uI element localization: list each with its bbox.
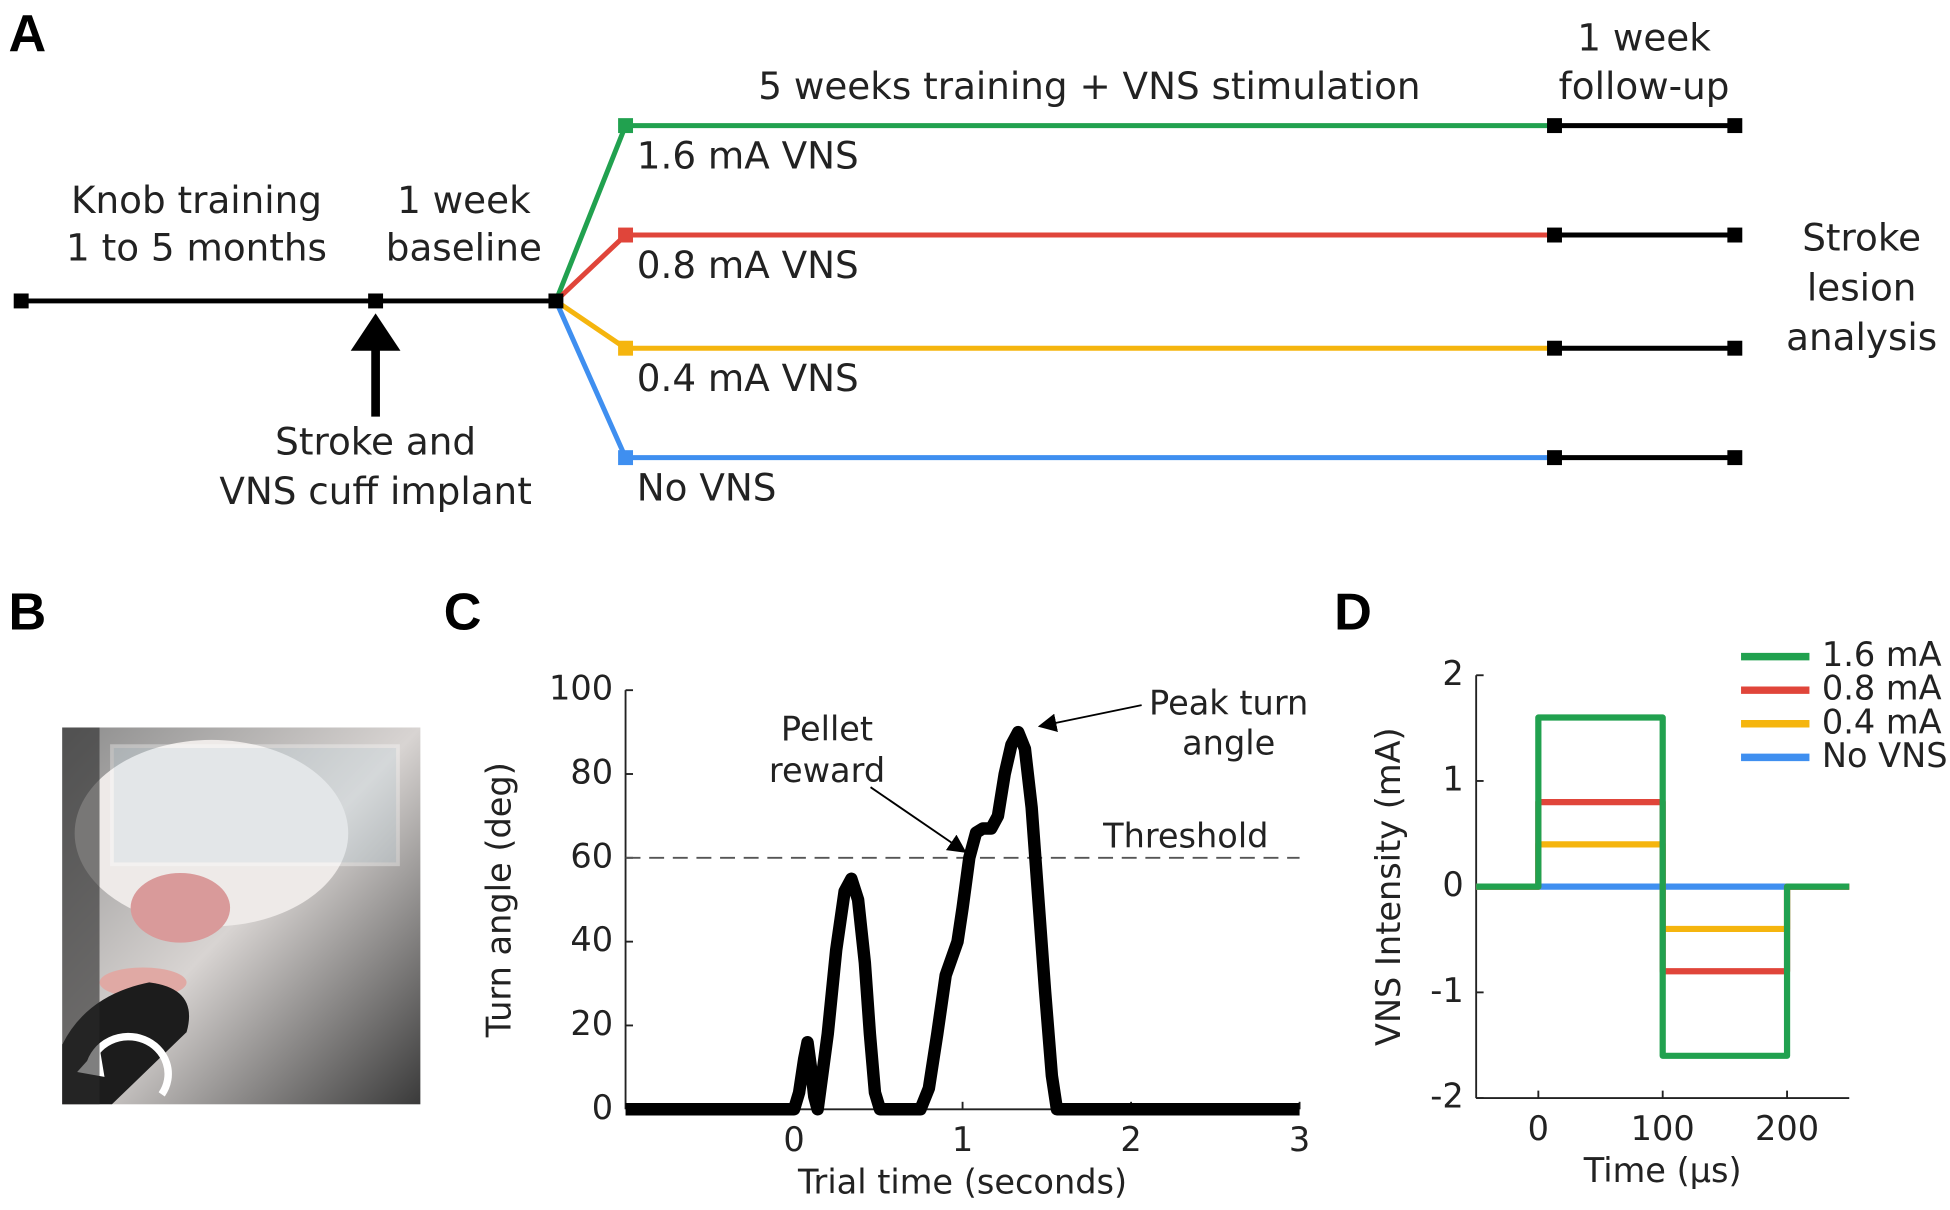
y-tick-label: 60 bbox=[570, 836, 613, 875]
stage-label: VNS cuff implant bbox=[219, 469, 532, 513]
node bbox=[1727, 227, 1743, 243]
stage-label: Knob training bbox=[71, 178, 322, 222]
x-tick-label: 2 bbox=[1120, 1120, 1141, 1159]
stage-label: 1 week bbox=[1577, 15, 1711, 59]
x-axis-label: Trial time (seconds) bbox=[797, 1162, 1127, 1201]
annotation-arrow bbox=[1037, 704, 1142, 732]
stage-label: lesion bbox=[1807, 265, 1917, 309]
group-label: 0.4 mA VNS bbox=[637, 356, 859, 400]
x-tick-label: 0 bbox=[783, 1120, 804, 1159]
y-tick-label: -1 bbox=[1430, 971, 1463, 1010]
x-tick-label: 100 bbox=[1631, 1109, 1695, 1148]
node bbox=[1547, 227, 1562, 243]
node bbox=[618, 450, 634, 466]
y-tick-label: -2 bbox=[1430, 1077, 1463, 1116]
y-tick-label: 2 bbox=[1442, 654, 1463, 693]
branch bbox=[554, 298, 1555, 351]
x-tick-label: 3 bbox=[1289, 1120, 1310, 1159]
annotation-arrow bbox=[870, 786, 967, 853]
group-label: 1.6 mA VNS bbox=[637, 133, 859, 177]
data-line bbox=[625, 725, 1300, 1116]
y-tick-label: 20 bbox=[570, 1004, 613, 1043]
x-tick-label: 1 bbox=[952, 1120, 973, 1159]
x-tick-label: 200 bbox=[1755, 1109, 1819, 1148]
panel-label: C bbox=[444, 583, 482, 641]
node bbox=[1547, 340, 1562, 356]
node bbox=[548, 293, 564, 309]
panel-label: B bbox=[9, 583, 47, 641]
annotation: Peak turn bbox=[1149, 684, 1308, 723]
data-line bbox=[1476, 714, 1850, 1059]
photo bbox=[62, 727, 421, 1105]
annotation: Pellet bbox=[781, 710, 873, 749]
y-tick-label: 80 bbox=[570, 753, 613, 792]
y-tick-label: 1 bbox=[1442, 759, 1463, 798]
legend-label: 0.8 mA bbox=[1822, 669, 1942, 708]
y-tick-label: 0 bbox=[1442, 865, 1463, 904]
node bbox=[1547, 450, 1562, 466]
legend-label: No VNS bbox=[1822, 736, 1948, 775]
stage-label: 5 weeks training + VNS stimulation bbox=[758, 64, 1420, 108]
x-axis-label: Time (µs) bbox=[1583, 1151, 1742, 1190]
y-tick-label: 100 bbox=[549, 669, 613, 708]
arrow-head bbox=[350, 313, 401, 351]
node bbox=[1727, 450, 1743, 466]
node bbox=[13, 293, 29, 309]
legend-label: 0.4 mA bbox=[1822, 702, 1942, 741]
y-tick-label: 40 bbox=[570, 920, 613, 959]
stage-label: follow-up bbox=[1559, 64, 1730, 108]
node bbox=[1727, 340, 1743, 356]
panel-label: A bbox=[9, 5, 47, 63]
panel-label: D bbox=[1334, 583, 1372, 641]
node bbox=[618, 227, 634, 243]
threshold-label: Threshold bbox=[1102, 816, 1268, 855]
stage-label: Stroke and bbox=[275, 419, 476, 463]
legend-label: 1.6 mA bbox=[1822, 635, 1942, 674]
annotation: reward bbox=[769, 751, 885, 790]
x-tick-label: 0 bbox=[1528, 1109, 1549, 1148]
stage-label: analysis bbox=[1786, 315, 1937, 359]
node bbox=[618, 118, 634, 134]
node bbox=[368, 293, 384, 309]
stage-label: 1 week bbox=[397, 178, 531, 222]
node bbox=[618, 340, 634, 356]
y-axis-label: VNS Intensity (mA) bbox=[1369, 727, 1408, 1046]
annotation: angle bbox=[1182, 723, 1275, 762]
group-label: No VNS bbox=[637, 465, 777, 509]
y-axis-label: Turn angle (deg) bbox=[480, 762, 519, 1038]
node bbox=[1547, 118, 1562, 134]
stage-label: 1 to 5 months bbox=[66, 225, 327, 269]
node bbox=[1727, 118, 1743, 134]
stage-label: baseline bbox=[386, 225, 542, 269]
stage-label: Stroke bbox=[1802, 216, 1921, 260]
y-tick-label: 0 bbox=[592, 1088, 613, 1127]
group-label: 0.8 mA VNS bbox=[637, 243, 859, 287]
